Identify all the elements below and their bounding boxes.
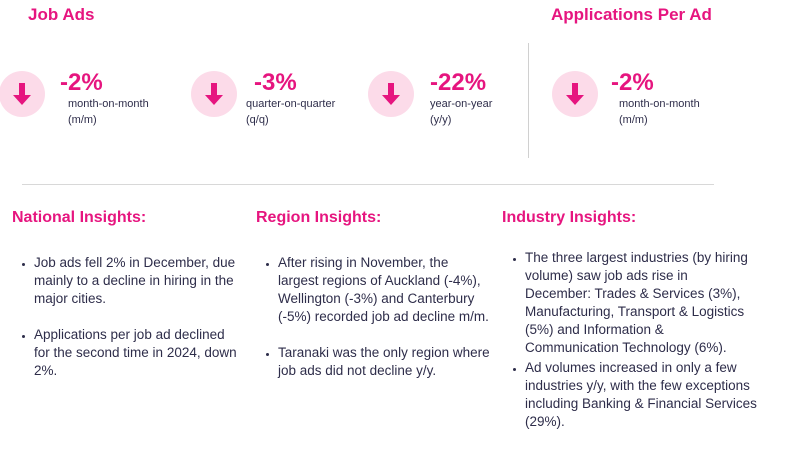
applications-mm-label: month-on-month [619, 98, 700, 110]
job-ads-yy-value: -22% [430, 69, 487, 96]
industry-insights-title: Industry Insights: [502, 209, 637, 226]
job-ads-mm-value: -2% [60, 69, 103, 96]
job-ads-yy-abbr: (y/y) [430, 114, 452, 126]
applications-mm-abbr: (m/m) [619, 114, 648, 126]
job-ads-qq-abbr: (q/q) [246, 114, 269, 126]
applications-per-ad-heading: Applications Per Ad [551, 5, 712, 24]
list-item: Applications per job ad declined for the… [34, 326, 240, 380]
horizontal-divider [22, 184, 714, 185]
vertical-divider [528, 43, 529, 158]
job-ads-qq-value: -3% [254, 69, 297, 96]
down-arrow-icon [368, 71, 414, 117]
list-item: Ad volumes increased in only a few indus… [525, 359, 757, 431]
region-insights-list: After rising in November, the largest re… [256, 254, 492, 380]
national-insights-title: National Insights: [12, 209, 147, 226]
list-item: After rising in November, the largest re… [278, 254, 492, 326]
industry-insights-list: The three largest industries (by hiring … [503, 249, 757, 431]
down-arrow-icon [191, 71, 237, 117]
national-insights-list: Job ads fell 2% in December, due mainly … [12, 254, 240, 380]
list-item: The three largest industries (by hiring … [525, 249, 757, 357]
down-arrow-icon [0, 71, 45, 117]
job-ads-qq-label: quarter-on-quarter [246, 98, 336, 110]
region-insights-title: Region Insights: [256, 209, 382, 226]
applications-mm-value: -2% [611, 69, 654, 96]
job-ads-yy-label: year-on-year [430, 98, 493, 110]
down-arrow-icon [552, 71, 598, 117]
job-ads-mm-label: month-on-month [68, 98, 149, 110]
job-ads-mm-abbr: (m/m) [68, 114, 97, 126]
list-item: Taranaki was the only region where job a… [278, 344, 492, 380]
list-item: Job ads fell 2% in December, due mainly … [34, 254, 240, 308]
job-ads-heading: Job Ads [28, 5, 95, 24]
